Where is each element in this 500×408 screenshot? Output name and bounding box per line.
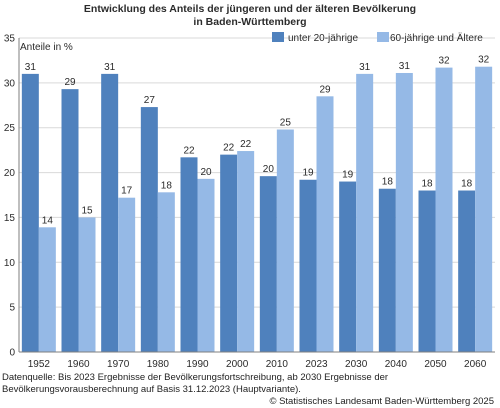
bar-over60-2060 bbox=[475, 66, 493, 353]
bar-over60-1980 bbox=[157, 192, 175, 352]
bar-under20-2023 bbox=[299, 179, 317, 352]
data-label-over60-1960: 15 bbox=[81, 205, 93, 216]
data-label-under20-2000: 22 bbox=[223, 143, 235, 154]
x-tick-label-2000: 2000 bbox=[226, 359, 249, 370]
data-label-over60-2023: 29 bbox=[319, 84, 331, 95]
data-label-under20-1952: 31 bbox=[25, 62, 37, 73]
legend-label-60-plus: 60-jährige und Ältere bbox=[390, 32, 483, 44]
bar-under20-2050 bbox=[418, 190, 436, 352]
x-tick-label-2050: 2050 bbox=[424, 359, 447, 370]
bar-under20-2010 bbox=[259, 176, 277, 352]
data-label-under20-2010: 20 bbox=[263, 164, 275, 175]
y-tick-label-20: 20 bbox=[4, 168, 16, 179]
tick-labels: 0 5 10 15 20 25 30 35 1952 1960 1970 1980 1990 2000 20… bbox=[4, 34, 487, 371]
data-label-over60-1952: 14 bbox=[42, 215, 54, 226]
data-label-over60-2030: 31 bbox=[359, 62, 371, 73]
y-tick-label-25: 25 bbox=[4, 123, 16, 134]
x-tick-label-2023: 2023 bbox=[305, 359, 328, 370]
data-label-over60-2050: 32 bbox=[438, 56, 450, 67]
gridlines bbox=[19, 37, 495, 308]
x-tick-label-2060: 2060 bbox=[464, 359, 487, 370]
x-tick-label-1980: 1980 bbox=[147, 359, 170, 370]
data-label-under20-2040: 18 bbox=[382, 177, 394, 188]
legend: unter 20-jährige 60-jährige und Ältere bbox=[272, 32, 483, 44]
data-label-under20-2030: 19 bbox=[342, 170, 354, 181]
data-label-over60-1990: 20 bbox=[200, 167, 212, 178]
source-note-line-1: Datenquelle: Bis 2023 Ergebnisse der Bev… bbox=[2, 372, 389, 383]
y-tick-label-10: 10 bbox=[4, 258, 16, 269]
bar-under20-2000 bbox=[220, 154, 238, 352]
source-note-line-2: Bevölkerungsvorausberechnung auf Basis 3… bbox=[2, 384, 301, 395]
x-tick-label-1952: 1952 bbox=[28, 359, 51, 370]
bar-over60-2023 bbox=[316, 96, 334, 352]
bar-over60-2050 bbox=[435, 67, 453, 352]
axes bbox=[18, 38, 495, 353]
chart-title-line-1: Entwicklung des Anteils der jüngeren und… bbox=[84, 3, 416, 15]
bar-over60-1960 bbox=[78, 217, 96, 352]
data-label-over60-2060: 32 bbox=[478, 55, 490, 66]
bar-over60-2030 bbox=[356, 73, 374, 352]
legend-swatch-60-plus bbox=[377, 32, 389, 42]
bar-over60-2010 bbox=[276, 129, 294, 352]
x-tick-label-2030: 2030 bbox=[345, 359, 368, 370]
x-tick-label-1970: 1970 bbox=[107, 359, 130, 370]
x-tick-label-2040: 2040 bbox=[385, 359, 408, 370]
bar-under20-2030 bbox=[339, 181, 357, 352]
y-tick-label-15: 15 bbox=[4, 213, 16, 224]
bar-over60-2040 bbox=[395, 72, 413, 352]
bar-under20-1990 bbox=[180, 157, 198, 352]
data-label-under20-1960: 29 bbox=[64, 77, 76, 88]
x-tick-label-1990: 1990 bbox=[186, 359, 209, 370]
y-tick-label-30: 30 bbox=[4, 78, 16, 89]
data-label-under20-1990: 22 bbox=[183, 145, 195, 156]
data-labels: 31 14 29 15 31 17 27 18 22 20 22 22 20 25 19 29 19 31 18 31… bbox=[25, 55, 490, 227]
data-label-under20-1970: 31 bbox=[104, 62, 116, 73]
copyright-credit: © Statistisches Landesamt Baden-Württemb… bbox=[269, 396, 494, 407]
bar-under20-1960 bbox=[61, 89, 79, 352]
bars bbox=[21, 66, 493, 353]
bar-over60-1990 bbox=[197, 178, 215, 352]
legend-swatch-under-20 bbox=[272, 32, 284, 42]
data-label-over60-1980: 18 bbox=[161, 180, 173, 191]
bar-over60-1952 bbox=[38, 227, 56, 352]
y-tick-label-35: 35 bbox=[4, 34, 16, 45]
data-label-under20-2060: 18 bbox=[461, 179, 473, 190]
data-label-over60-2010: 25 bbox=[280, 118, 292, 129]
data-label-over60-1970: 17 bbox=[121, 186, 133, 197]
data-label-over60-2000: 22 bbox=[240, 139, 252, 150]
legend-label-under-20: unter 20-jährige bbox=[288, 33, 358, 44]
y-tick-label-5: 5 bbox=[9, 303, 15, 314]
bar-under20-2060 bbox=[458, 190, 476, 352]
data-label-under20-2023: 19 bbox=[302, 168, 314, 179]
bar-over60-1970 bbox=[118, 197, 136, 352]
data-label-under20-1980: 27 bbox=[144, 95, 156, 106]
y-axis-label: Anteile in % bbox=[20, 42, 73, 53]
bar-under20-2040 bbox=[378, 188, 396, 352]
data-label-over60-2040: 31 bbox=[399, 61, 411, 72]
bar-under20-1980 bbox=[140, 107, 158, 352]
data-label-under20-2050: 18 bbox=[421, 179, 433, 190]
y-tick-label-0: 0 bbox=[9, 348, 15, 359]
chart-title-line-2: in Baden-Württemberg bbox=[193, 16, 306, 28]
x-tick-label-2010: 2010 bbox=[266, 359, 289, 370]
bar-over60-2000 bbox=[237, 151, 255, 352]
bar-under20-1952 bbox=[21, 73, 39, 352]
bar-under20-1970 bbox=[101, 73, 119, 352]
x-tick-label-1960: 1960 bbox=[67, 359, 90, 370]
